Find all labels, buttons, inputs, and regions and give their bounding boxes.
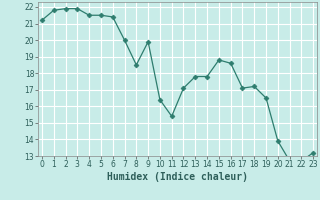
X-axis label: Humidex (Indice chaleur): Humidex (Indice chaleur) <box>107 172 248 182</box>
